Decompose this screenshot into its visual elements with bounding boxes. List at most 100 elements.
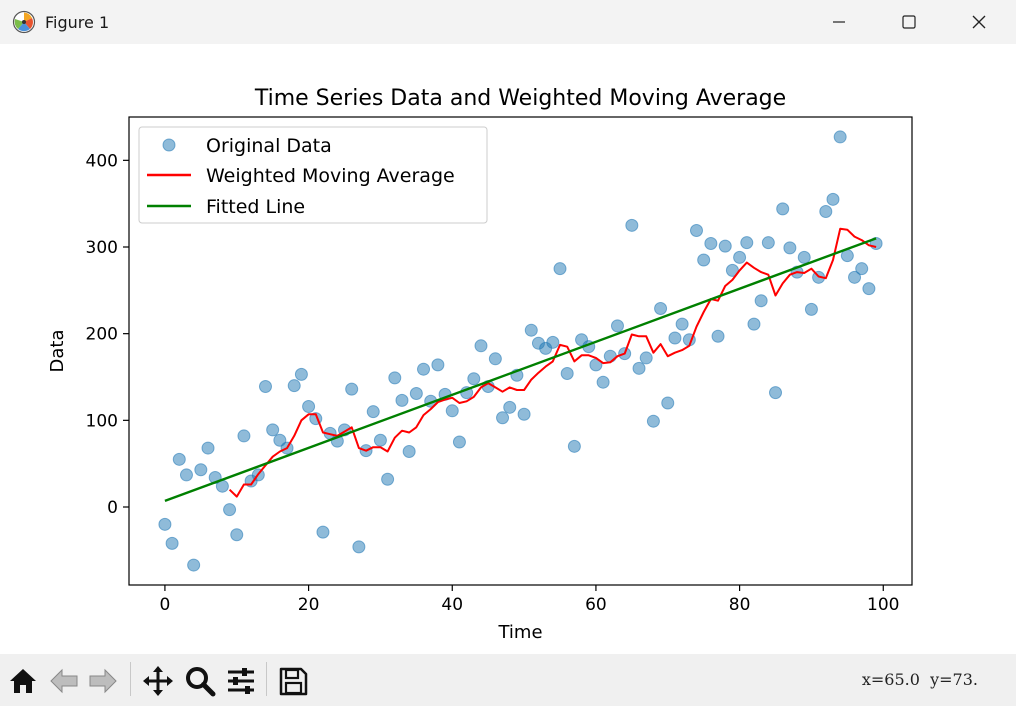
minimize-button[interactable]: [804, 0, 874, 44]
scatter-point: [172, 452, 186, 466]
scatter-point: [733, 250, 747, 264]
scatter-point: [179, 468, 193, 482]
scatter-point: [639, 351, 653, 365]
forward-button[interactable]: [84, 662, 122, 700]
scatter-point: [266, 423, 280, 437]
back-button[interactable]: [45, 662, 83, 700]
x-tick-label: 80: [729, 595, 751, 615]
y-axis-label: Data: [47, 330, 68, 373]
toolbar-separator: [266, 662, 267, 696]
close-button[interactable]: [944, 0, 1014, 44]
scatter-point: [158, 517, 172, 531]
scatter-point: [474, 339, 488, 353]
scatter-point: [431, 358, 445, 372]
toolbar-separator: [130, 662, 131, 696]
scatter-point: [237, 429, 251, 443]
scatter-point: [524, 323, 538, 337]
scatter-point: [302, 399, 316, 413]
scatter-point: [452, 435, 466, 449]
legend-label-original-data: Original Data: [206, 135, 332, 157]
scatter-point: [409, 386, 423, 400]
scatter-point: [194, 463, 208, 477]
fitted-line: [164, 237, 877, 503]
scatter-point: [373, 433, 387, 447]
scatter-point: [862, 282, 876, 296]
scatter-point: [668, 331, 682, 345]
save-button[interactable]: [274, 662, 312, 700]
scatter-point: [294, 367, 308, 381]
navigation-toolbar: x=65.0 y=73.: [0, 654, 1016, 706]
back-icon: [50, 668, 78, 694]
zoom-button[interactable]: [181, 662, 219, 700]
scatter-point: [230, 528, 244, 542]
maximize-button[interactable]: [874, 0, 944, 44]
scatter-point: [826, 192, 840, 206]
scatter-point: [345, 382, 359, 396]
cursor-coordinates: x=65.0 y=73.: [862, 670, 978, 689]
chart-svg: Time Series Data and Weighted Moving Ave…: [47, 86, 913, 643]
scatter-point: [546, 335, 560, 349]
scatter-point: [769, 386, 783, 400]
scatter-point: [417, 362, 431, 376]
scatter-point: [661, 396, 675, 410]
scatter-point: [488, 352, 502, 366]
save-icon: [279, 667, 308, 696]
scatter-point: [625, 218, 639, 232]
zoom-icon: [186, 667, 216, 697]
scatter-point: [165, 536, 179, 550]
scatter-point: [223, 503, 237, 517]
matplotlib-app-icon: [12, 10, 36, 34]
y-tick-label: 200: [86, 325, 118, 345]
y-tick-label: 0: [107, 498, 118, 518]
scatter-point: [467, 372, 481, 386]
minimize-icon: [833, 21, 845, 23]
pan-button[interactable]: [139, 662, 177, 700]
scatter-point: [553, 262, 567, 276]
cursor-y-readout: y=73.: [930, 670, 978, 689]
scatter-point: [402, 445, 416, 459]
scatter-point: [675, 317, 689, 331]
scatter-point: [833, 130, 847, 144]
figure-canvas[interactable]: Time Series Data and Weighted Moving Ave…: [0, 44, 1016, 654]
home-button[interactable]: [4, 662, 42, 700]
scatter-point: [503, 400, 517, 414]
scatter-point: [697, 253, 711, 267]
scatter-point: [646, 414, 660, 428]
scatter-point: [718, 239, 732, 253]
scatter-point: [711, 329, 725, 343]
scatter-point: [689, 224, 703, 238]
x-axis-label: Time: [497, 622, 542, 643]
scatter-point: [496, 411, 510, 425]
scatter-point: [388, 371, 402, 385]
scatter-point: [855, 262, 869, 276]
x-tick-label: 100: [867, 595, 899, 615]
scatter-point: [596, 375, 610, 389]
window-titlebar: Figure 1: [0, 0, 1016, 44]
legend-marker-original-data: [162, 138, 176, 152]
scatter-point: [187, 558, 201, 572]
x-tick-label: 20: [298, 595, 320, 615]
home-icon: [10, 669, 36, 693]
scatter-point: [445, 404, 459, 418]
scatter-point: [819, 204, 833, 218]
forward-icon: [89, 668, 117, 694]
y-tick-label: 100: [86, 411, 118, 431]
legend-label-moving-average: Weighted Moving Average: [206, 165, 455, 187]
x-tick-label: 40: [441, 595, 463, 615]
scatter-point: [366, 405, 380, 419]
y-tick-label: 400: [86, 151, 118, 171]
scatter-point: [201, 441, 215, 455]
configure-subplots-button[interactable]: [222, 662, 260, 700]
scatter-point: [654, 302, 668, 316]
scatter-point: [783, 241, 797, 255]
scatter-point: [395, 393, 409, 407]
scatter-point: [352, 540, 366, 554]
maximize-icon: [902, 15, 916, 29]
scatter-point: [740, 236, 754, 250]
moving-average-line: [228, 227, 877, 498]
legend-label-fitted-line: Fitted Line: [206, 196, 305, 218]
scatter-point: [848, 270, 862, 284]
x-tick-label: 60: [585, 595, 607, 615]
window-title: Figure 1: [45, 13, 110, 32]
scatter-point: [632, 361, 646, 375]
